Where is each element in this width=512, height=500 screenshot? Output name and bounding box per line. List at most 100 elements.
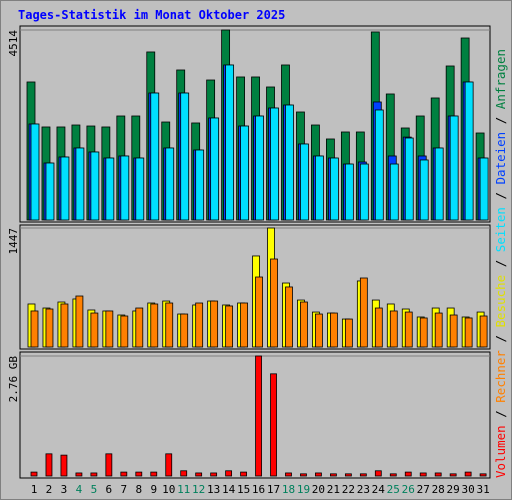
- legend-separator: /: [493, 327, 508, 350]
- bar: [285, 472, 292, 477]
- x-tick-label: 26: [402, 483, 415, 496]
- bar: [255, 276, 263, 348]
- bar: [479, 315, 488, 348]
- bar: [150, 303, 159, 348]
- bar: [419, 317, 428, 348]
- bar: [165, 147, 175, 221]
- bar: [105, 310, 114, 348]
- bar: [389, 473, 397, 477]
- chart-title: Tages-Statistik im Monat Oktober 2025: [18, 8, 285, 22]
- bar: [374, 307, 383, 348]
- bar: [60, 303, 69, 348]
- bar: [389, 163, 399, 221]
- legend-entry: Anfragen: [493, 49, 508, 109]
- legend-entry: Rechner: [493, 350, 508, 403]
- bar: [300, 473, 307, 477]
- x-tick-label: 27: [417, 483, 430, 496]
- bar: [479, 157, 489, 221]
- x-tick-label: 30: [462, 483, 475, 496]
- bar: [315, 155, 324, 221]
- bar: [165, 453, 173, 477]
- bar: [195, 149, 205, 221]
- x-tick-label: 11: [177, 483, 190, 496]
- x-tick-label: 9: [150, 483, 157, 496]
- bar: [344, 163, 354, 221]
- x-tick-label: 23: [357, 483, 370, 496]
- x-tick-label: 21: [327, 483, 340, 496]
- bar: [225, 305, 234, 348]
- x-tick-label: 2: [46, 483, 53, 496]
- x-tick-label: 19: [297, 483, 310, 496]
- y-tick-label: 4514: [7, 30, 20, 57]
- bar: [359, 473, 367, 477]
- panel: [19, 351, 491, 479]
- bar: [404, 137, 414, 221]
- bar: [374, 470, 382, 477]
- bar: [135, 157, 145, 221]
- bar: [270, 258, 278, 348]
- bar: [165, 302, 174, 348]
- bar: [240, 471, 247, 477]
- x-tick-label: 16: [252, 483, 265, 496]
- x-tick-label: 18: [282, 483, 295, 496]
- x-tick-label: 5: [91, 483, 98, 496]
- bar: [240, 302, 248, 348]
- x-tick-label: 31: [476, 483, 489, 496]
- bar: [30, 123, 40, 221]
- bar: [45, 308, 54, 348]
- bar: [449, 314, 458, 348]
- x-tick-label: 29: [447, 483, 460, 496]
- legend-entry: Dateien: [493, 132, 508, 185]
- bar: [464, 317, 473, 348]
- bar: [389, 310, 398, 348]
- bar: [210, 117, 220, 221]
- x-tick-label: 20: [312, 483, 325, 496]
- x-tick-label: 8: [135, 483, 142, 496]
- legend: Volumen / Rechner / Besuche / Seiten / D…: [493, 49, 508, 478]
- bar: [150, 471, 158, 477]
- bar: [270, 107, 279, 221]
- x-tick-label: 1: [31, 483, 38, 496]
- bar: [404, 471, 412, 477]
- bar: [270, 373, 277, 477]
- bar: [255, 115, 264, 221]
- bar: [300, 143, 309, 221]
- bar: [75, 147, 85, 221]
- legend-separator: /: [493, 252, 508, 275]
- bar: [210, 472, 218, 477]
- legend-separator: /: [493, 184, 508, 207]
- bar: [434, 312, 443, 348]
- bar: [419, 472, 427, 477]
- bar: [180, 470, 188, 477]
- x-tick-label: 14: [222, 483, 236, 496]
- bar: [225, 470, 233, 477]
- bar: [75, 295, 84, 348]
- legend-entry: Seiten: [493, 207, 508, 252]
- x-tick-label: 6: [106, 483, 113, 496]
- bar: [300, 301, 308, 348]
- bar: [90, 312, 99, 348]
- bar: [120, 315, 129, 348]
- bar: [120, 155, 130, 221]
- bar: [464, 471, 472, 477]
- x-tick-label: 12: [192, 483, 205, 496]
- bar: [419, 159, 429, 221]
- x-tick-label: 22: [342, 483, 355, 496]
- bar: [329, 473, 337, 477]
- bar: [180, 313, 189, 348]
- x-tick-label: 15: [237, 483, 250, 496]
- bar: [285, 286, 293, 348]
- bar: [240, 125, 249, 221]
- x-tick-label: 28: [432, 483, 445, 496]
- x-tick-label: 24: [372, 483, 386, 496]
- bar: [434, 472, 442, 477]
- bar: [120, 471, 128, 477]
- y-tick-label: 1447: [7, 228, 20, 255]
- x-tick-label: 4: [76, 483, 83, 496]
- bar: [135, 307, 144, 348]
- x-tick-label: 3: [61, 483, 68, 496]
- legend-separator: /: [493, 109, 508, 132]
- bar: [195, 302, 204, 348]
- bar: [75, 472, 83, 477]
